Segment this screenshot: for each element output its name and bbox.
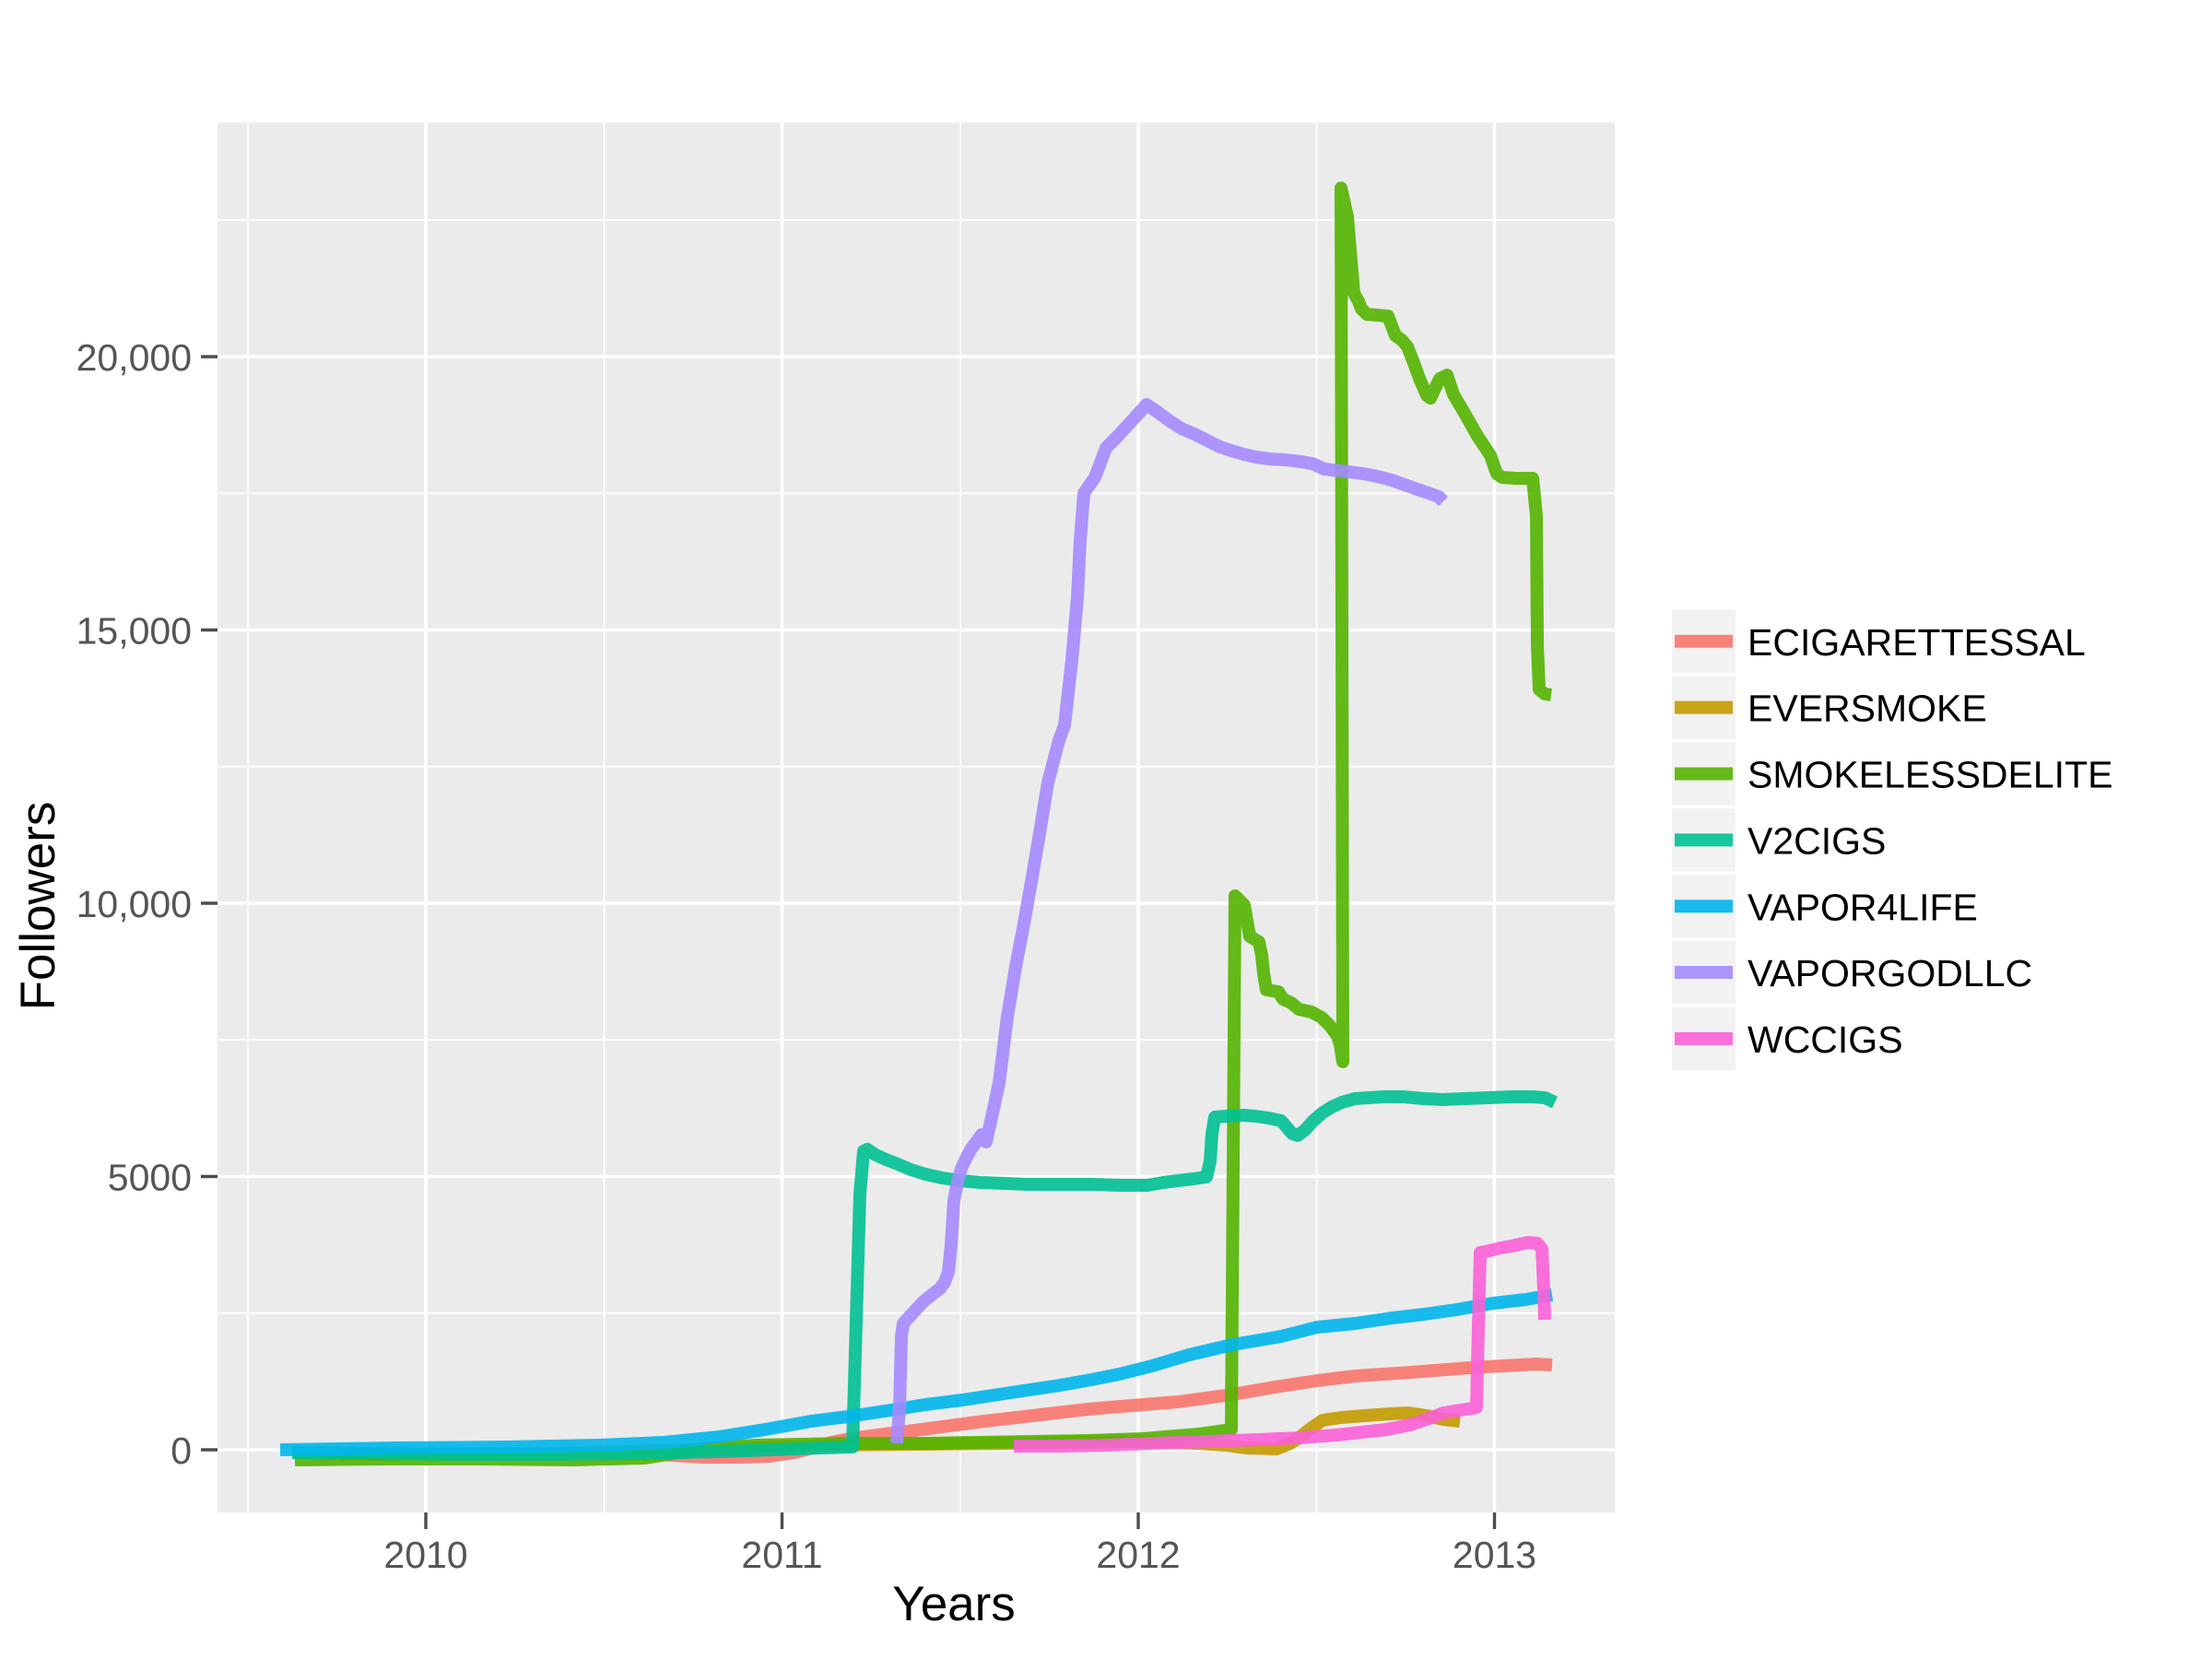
svg-text:2010: 2010 — [383, 1534, 467, 1576]
svg-text:20,000: 20,000 — [76, 336, 192, 379]
svg-text:2013: 2013 — [1453, 1534, 1536, 1576]
svg-text:SMOKELESSDELITE: SMOKELESSDELITE — [1747, 753, 2112, 795]
svg-text:15,000: 15,000 — [76, 610, 192, 653]
svg-text:EVERSMOKE: EVERSMOKE — [1747, 688, 1987, 730]
svg-text:2012: 2012 — [1096, 1534, 1180, 1576]
svg-text:0: 0 — [171, 1430, 192, 1472]
svg-text:Years: Years — [892, 1577, 1016, 1631]
svg-text:2011: 2011 — [741, 1534, 822, 1576]
svg-text:Followers: Followers — [11, 802, 65, 1011]
svg-text:V2CIGS: V2CIGS — [1747, 819, 1886, 862]
svg-text:VAPORGODLLC: VAPORGODLLC — [1747, 952, 2032, 994]
svg-text:ECIGARETTESSAL: ECIGARETTESSAL — [1747, 621, 2086, 664]
svg-text:WCCIGS: WCCIGS — [1747, 1018, 1903, 1061]
svg-text:VAPOR4LIFE: VAPOR4LIFE — [1747, 886, 1978, 928]
svg-text:5000: 5000 — [108, 1157, 192, 1199]
svg-text:10,000: 10,000 — [76, 883, 192, 925]
